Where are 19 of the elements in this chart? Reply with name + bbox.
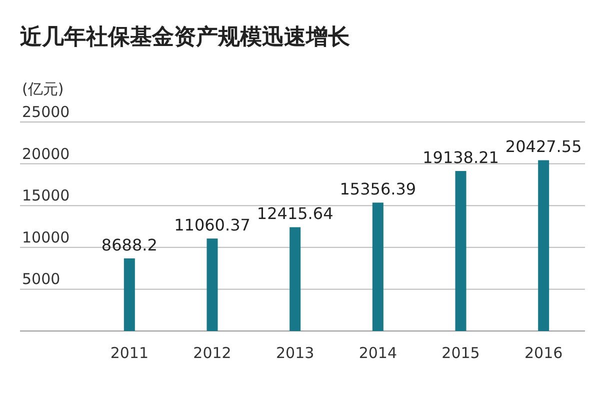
chart-title: 近几年社保基金资产规模迅速增长 <box>19 24 351 50</box>
data-label: 19138.21 <box>422 148 499 168</box>
y-tick-label: 20000 <box>22 144 70 163</box>
x-tick-label: 2011 <box>110 344 149 362</box>
data-label: 20427.55 <box>505 137 582 156</box>
data-label: 8688.2 <box>101 235 158 254</box>
y-tick-label: 15000 <box>22 186 70 205</box>
y-axis-title: (亿元) <box>22 80 64 98</box>
y-tick-label: 10000 <box>22 228 70 246</box>
y-tick-label: 5000 <box>22 270 60 288</box>
data-label: 15356.39 <box>340 180 416 199</box>
x-tick-label: 2013 <box>276 344 314 362</box>
data-label: 12415.64 <box>256 204 334 224</box>
x-tick-label: 2014 <box>358 344 398 362</box>
x-tick-label: 2016 <box>524 344 563 362</box>
x-tick-label: 2012 <box>193 344 232 362</box>
data-label: 11060.37 <box>174 216 250 235</box>
x-tick-label: 2015 <box>442 344 480 362</box>
y-tick-label: 25000 <box>22 103 70 121</box>
